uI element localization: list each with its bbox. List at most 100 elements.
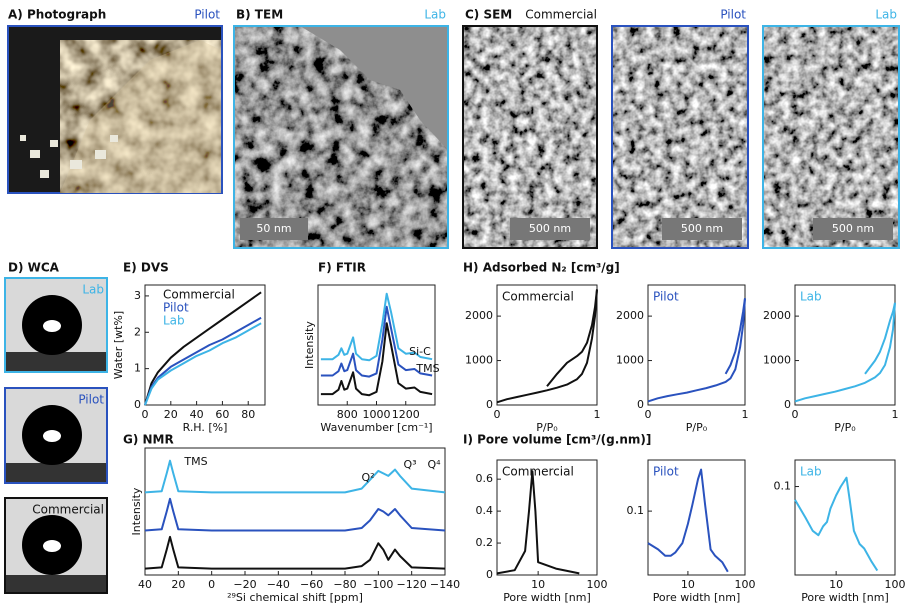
series-line [794, 302, 896, 403]
y-tick-label: 2000 [616, 309, 644, 322]
legend-entry: Pilot [163, 301, 189, 315]
series-line [794, 476, 879, 572]
panel-tag: Commercial [525, 8, 597, 22]
x-tick-label: 1200 [392, 408, 420, 421]
x-tick-label: 1000 [363, 408, 391, 421]
x-axis-label: R.H. [%] [183, 421, 228, 434]
plot-frame [144, 447, 446, 576]
y-tick-label: 2 [134, 325, 141, 338]
plot-frame [647, 284, 746, 406]
x-tick-label: 800 [337, 408, 358, 421]
chart-subtitle: Pilot [653, 465, 679, 479]
x-tick-label: −100 [363, 578, 393, 591]
chart-title: F) FTIR [318, 261, 366, 275]
y-axis-label: Water [wt%] [112, 311, 125, 379]
chart-subtitle: Lab [800, 290, 822, 304]
series-line [144, 322, 262, 406]
series-line [144, 291, 262, 406]
tem-image: 50 nm [233, 25, 449, 249]
y-tick-label: 0.1 [627, 504, 645, 517]
chart-subtitle: Commercial [502, 290, 574, 304]
panel-tag: Pilot [720, 8, 746, 22]
annotation: Si-C [409, 345, 431, 358]
series-line [647, 468, 729, 573]
x-axis-label: P/P₀ [686, 421, 708, 434]
x-tick-label: 0 [494, 408, 501, 421]
scale-bar-label: 500 nm [529, 222, 571, 235]
x-axis-label: P/P₀ [834, 421, 856, 434]
legend-entry: Commercial [163, 288, 235, 302]
chart-subtitle: Lab [800, 465, 822, 479]
chart-title: E) DVS [123, 261, 169, 275]
x-axis-label: P/P₀ [536, 421, 558, 434]
x-tick-label: 10 [681, 578, 695, 591]
annotation: Q² [361, 471, 374, 484]
y-tick-label: 0.6 [476, 472, 494, 485]
x-tick-label: 40 [190, 408, 204, 421]
x-tick-label: 10 [829, 578, 843, 591]
chart-subtitle: Pilot [653, 290, 679, 304]
panel-label: B) TEM [236, 8, 283, 22]
annotation: TMS [415, 362, 439, 375]
wca-image: Lab [4, 277, 108, 373]
y-axis-label: Intensity [130, 487, 143, 535]
series-line [546, 289, 598, 387]
y-tick-label: 0 [134, 398, 141, 411]
y-tick-label: 0 [486, 398, 493, 411]
plot-frame [144, 284, 266, 406]
x-tick-label: 100 [735, 578, 756, 591]
x-axis-label: Pore width [nm] [503, 591, 591, 603]
plot-frame [496, 459, 598, 576]
annotation: Q⁴ [427, 458, 441, 471]
x-tick-label: 20 [164, 408, 178, 421]
panel-tag: Lab [424, 8, 446, 22]
x-tick-label: −80 [333, 578, 356, 591]
x-tick-label: 10 [531, 578, 545, 591]
y-tick-label: 1000 [763, 354, 791, 367]
series-line [320, 322, 433, 397]
chart-title: H) Adsorbed N₂ [cm³/g] [463, 261, 620, 275]
y-tick-label: 0 [637, 398, 644, 411]
annotation: Q³ [403, 458, 416, 471]
x-tick-label: 0 [792, 408, 799, 421]
x-tick-label: 80 [241, 408, 255, 421]
x-tick-label: 0 [142, 408, 149, 421]
series-line [647, 298, 746, 403]
x-tick-label: 0 [645, 408, 652, 421]
x-tick-label: 100 [885, 578, 906, 591]
x-axis-label: Pore width [nm] [801, 591, 889, 603]
panel-tag: Pilot [78, 393, 104, 407]
chart-title: I) Pore volume [cm³/(g.nm)] [463, 433, 651, 447]
series-line [144, 316, 262, 406]
series-line [496, 289, 598, 404]
x-tick-label: 1 [742, 408, 749, 421]
y-tick-label: 0 [784, 398, 791, 411]
wca-image: Commercial [4, 497, 108, 594]
chart-title: G) NMR [123, 433, 174, 447]
x-tick-label: −60 [300, 578, 323, 591]
x-tick-label: 1 [892, 408, 899, 421]
y-tick-label: 0.2 [476, 536, 494, 549]
y-tick-label: 0 [486, 568, 493, 581]
sem-image: Commercial 500 nm [462, 8, 598, 249]
sem-image: Lab 500 nm [762, 8, 900, 249]
x-tick-label: −20 [233, 578, 256, 591]
x-tick-label: 60 [215, 408, 229, 421]
plot-frame [794, 284, 896, 406]
series-line [496, 470, 580, 575]
x-tick-label: 40 [138, 578, 152, 591]
y-tick-label: 1 [134, 362, 141, 375]
plot-frame [496, 284, 598, 406]
x-axis-label: ²⁹Si chemical shift [ppm] [227, 591, 363, 603]
panel-label: D) WCA [8, 261, 60, 275]
plot-frame [794, 459, 896, 576]
panel-tag: Commercial [32, 503, 104, 517]
series-line [320, 305, 433, 378]
series-line [724, 298, 746, 375]
series-line [144, 497, 446, 532]
x-tick-label: 0 [208, 578, 215, 591]
y-tick-label: 1000 [616, 354, 644, 367]
y-tick-label: 1000 [465, 354, 493, 367]
x-tick-label: −140 [430, 578, 460, 591]
